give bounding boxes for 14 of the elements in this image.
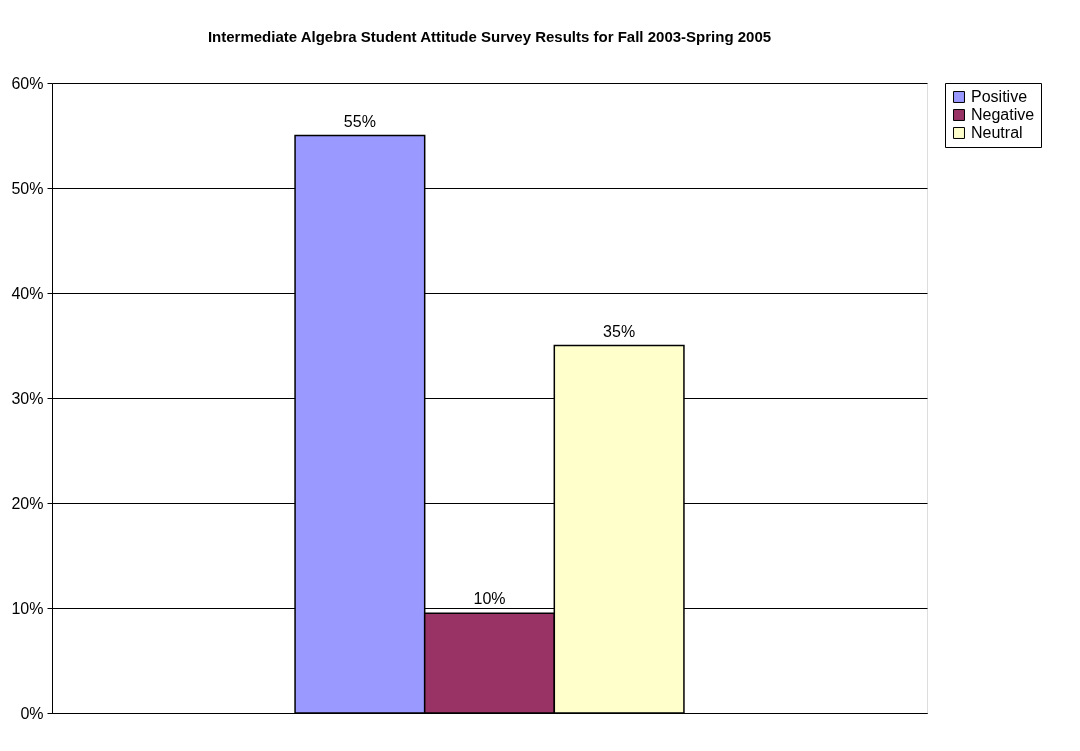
- chart-title: Intermediate Algebra Student Attitude Survey Results for Fall 2003-Spring 2005: [207, 28, 772, 45]
- legend-label: Negative: [971, 106, 1035, 123]
- y-tick-label: 40%: [11, 284, 44, 302]
- data-label: 35%: [603, 322, 636, 340]
- y-tick-label: 20%: [11, 494, 44, 512]
- y-tick-label: 0%: [20, 704, 44, 722]
- y-tick-label: 10%: [11, 599, 44, 617]
- data-label: 10%: [473, 590, 506, 608]
- y-tick-label: 60%: [11, 74, 44, 92]
- legend-label: Neutral: [971, 124, 1023, 141]
- y-tick-label: 30%: [11, 389, 44, 407]
- data-label: 55%: [343, 112, 376, 130]
- legend-label: Positive: [971, 88, 1028, 105]
- y-tick-label: 50%: [11, 179, 44, 197]
